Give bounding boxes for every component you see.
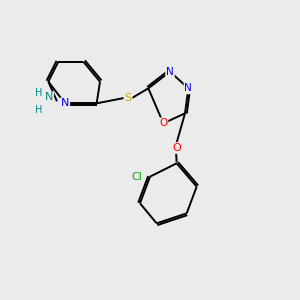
Text: N: N xyxy=(61,98,69,108)
Text: N: N xyxy=(184,83,192,93)
Text: O: O xyxy=(172,143,182,153)
Text: O: O xyxy=(159,118,167,128)
Text: N: N xyxy=(45,92,53,102)
Text: H: H xyxy=(35,88,43,98)
Text: Cl: Cl xyxy=(131,172,142,182)
Text: H: H xyxy=(35,105,43,115)
Text: N: N xyxy=(166,67,174,77)
Text: S: S xyxy=(124,93,132,103)
